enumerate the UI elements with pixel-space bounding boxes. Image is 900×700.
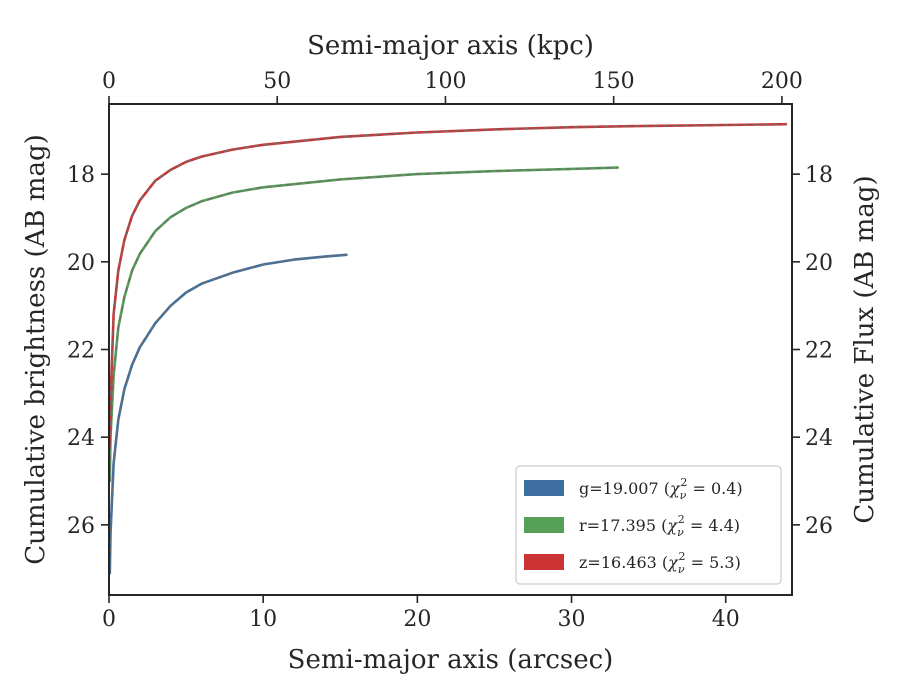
legend-chi-eq-g: = (687, 479, 711, 498)
y2-tick-label: 24 (805, 426, 833, 451)
legend-label-g: g=19.007 (χν2 = 0.4) (579, 476, 743, 502)
x2-axis-title: Semi-major axis (kpc) (307, 31, 594, 61)
x-tick-label: 0 (102, 607, 116, 632)
legend-chi-value-z: 5.3 (709, 553, 734, 572)
series-layer (109, 122, 788, 575)
legend: g=19.007 (χν2 = 0.4) r=17.395 (χν2 = 4.4… (515, 465, 782, 585)
y-tick-label: 22 (67, 339, 95, 364)
legend-swatch-g (524, 480, 564, 496)
legend-chi-eq-z: = (686, 553, 710, 572)
legend-label-r: r=17.395 (χν2 = 4.4) (579, 513, 740, 539)
legend-swatch-z (524, 554, 564, 570)
x2-tick-label: 200 (761, 69, 803, 94)
legend-entry-g: g=19.007 (χν2 = 0.4) (524, 476, 743, 502)
x-tick-label: 20 (403, 607, 431, 632)
x-axis-title: Semi-major axis (arcsec) (288, 645, 614, 675)
y2-tick-label: 18 (805, 163, 833, 188)
y-tick-label: 20 (67, 251, 95, 276)
legend-chi-symbol-r: χ (666, 516, 678, 535)
series-model-z (109, 123, 786, 446)
legend-close-g: ) (736, 479, 742, 498)
series-model-r (109, 166, 618, 482)
y-tick-label: 26 (67, 514, 95, 539)
legend-chi-symbol-z: χ (667, 553, 679, 572)
legend-chi-value-g: 0.4 (711, 479, 736, 498)
legend-frame (515, 465, 782, 585)
legend-label-g-text: g=19.007 ( (579, 479, 670, 498)
x-tick-label: 40 (712, 607, 740, 632)
x2-tick-label: 0 (102, 69, 116, 94)
series-line-g (109, 253, 348, 575)
legend-label-z: z=16.463 (χν2 = 5.3) (579, 550, 741, 576)
legend-close-z: ) (735, 553, 741, 572)
legend-chi-value-r: 4.4 (708, 516, 733, 535)
legend-chi-sup-g: 2 (680, 476, 687, 489)
legend-chi-sub-g: ν (680, 489, 687, 502)
x2-tick-label: 50 (263, 69, 291, 94)
legend-chi-sup-z: 2 (679, 550, 686, 563)
y-tick-label: 18 (67, 163, 95, 188)
legend-chi-symbol-g: χ (669, 479, 681, 498)
legend-chi-sup-r: 2 (678, 513, 685, 526)
legend-entry-r: r=17.395 (χν2 = 4.4) (524, 513, 740, 539)
legend-label-z-text: z=16.463 ( (579, 553, 668, 572)
x-tick-label: 30 (558, 607, 586, 632)
x2-tick-label: 150 (593, 69, 635, 94)
y2-axis-title: Cumulative Flux (AB mag) (850, 175, 880, 523)
y-axis-title: Cumulative brightness (AB mag) (21, 134, 51, 565)
legend-swatch-r (524, 517, 564, 533)
x-tick-label: 10 (249, 607, 277, 632)
y2-tick-label: 22 (805, 339, 833, 364)
legend-close-r: ) (734, 516, 740, 535)
legend-label-r-text: r=17.395 ( (579, 516, 667, 535)
legend-chi-sub-r: ν (677, 526, 684, 539)
y2-tick-label: 26 (805, 514, 833, 539)
y2-tick-label: 20 (805, 251, 833, 276)
x2-tick-label: 100 (424, 69, 466, 94)
y-tick-label: 24 (67, 426, 95, 451)
series-model-g (109, 254, 347, 574)
legend-chi-sub-z: ν (678, 563, 685, 576)
legend-entry-z: z=16.463 (χν2 = 5.3) (524, 550, 741, 576)
legend-chi-eq-r: = (685, 516, 709, 535)
series-line-r (109, 166, 620, 483)
